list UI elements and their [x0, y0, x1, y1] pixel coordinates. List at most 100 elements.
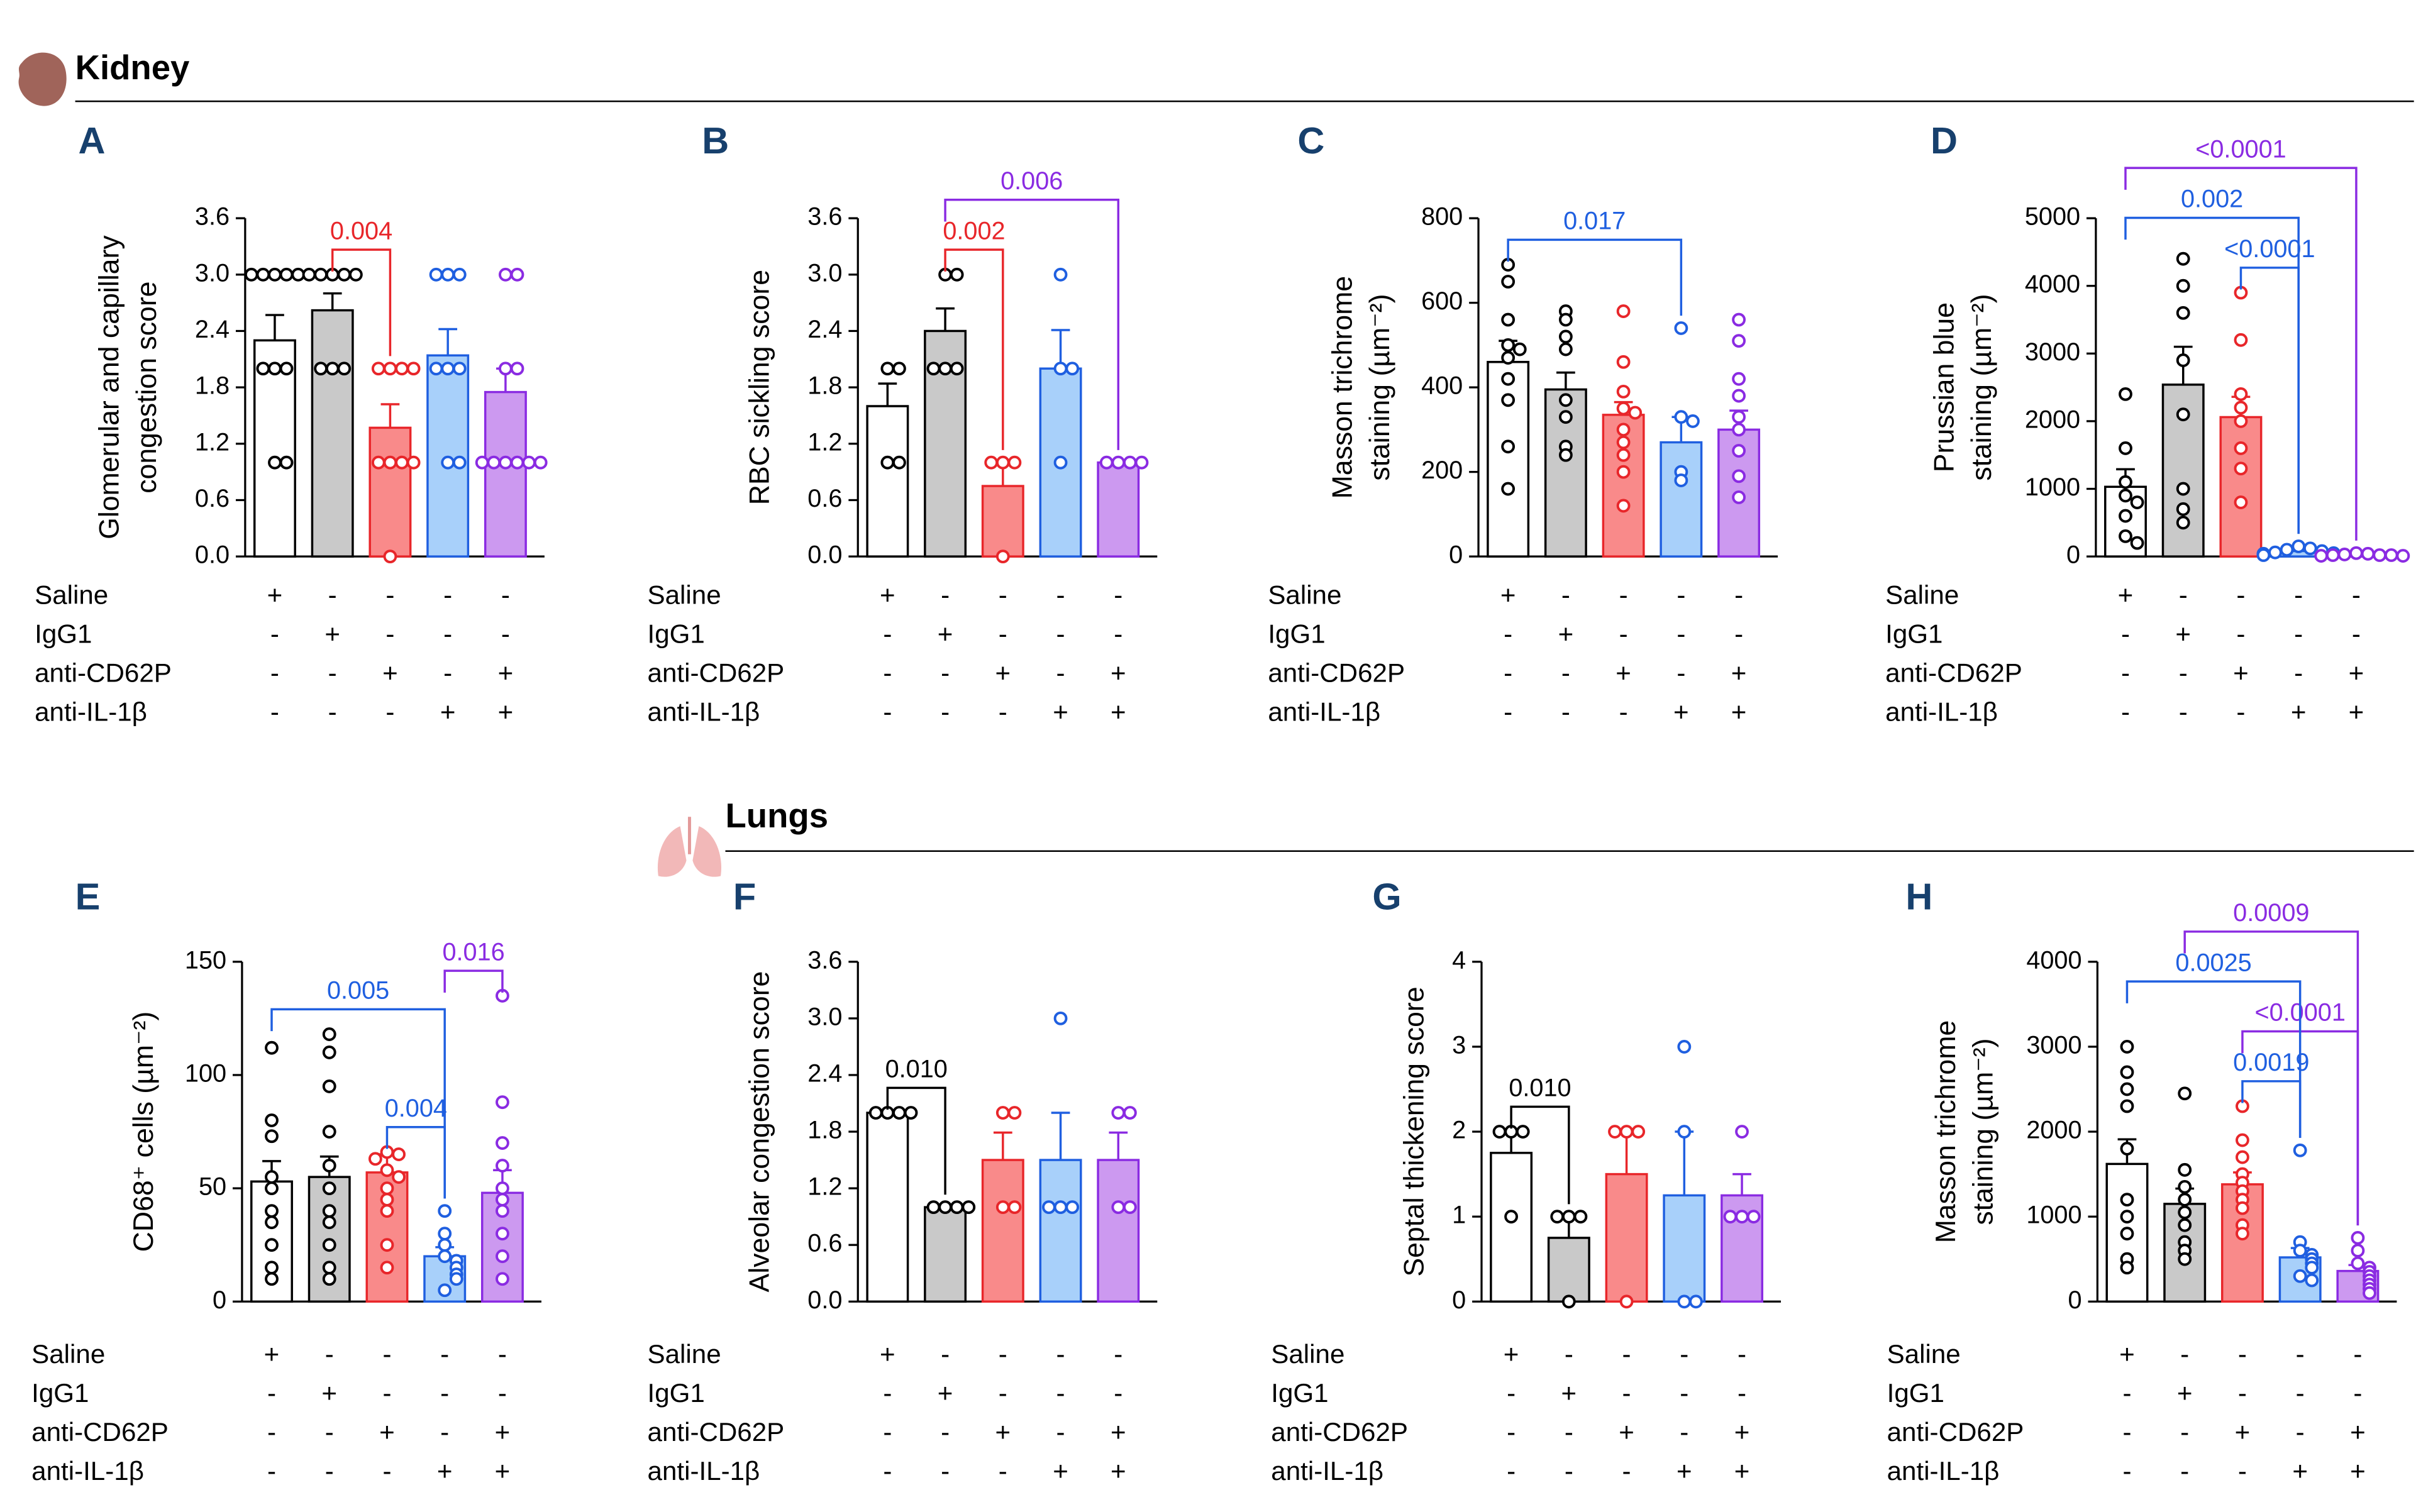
- treatment-sign: +: [1731, 697, 1747, 727]
- data-point: [1732, 312, 1746, 327]
- data-point: [880, 361, 895, 376]
- treatment-sign: -: [1056, 1378, 1065, 1408]
- data-point: [510, 455, 524, 470]
- treatment-sign: -: [2238, 1456, 2247, 1486]
- treatment-sign: -: [1056, 1417, 1065, 1447]
- data-point: [1053, 1011, 1068, 1025]
- data-point: [452, 267, 467, 282]
- significance-bracket: [2124, 216, 2300, 534]
- data-point: [1732, 389, 1746, 403]
- data-point: [1723, 1210, 1737, 1224]
- data-point: [322, 1204, 336, 1218]
- treatment-label: IgG1: [648, 1378, 705, 1408]
- treatment-label: Saline: [31, 1339, 105, 1369]
- treatment-sign: -: [999, 619, 1007, 649]
- data-point: [1619, 1125, 1634, 1139]
- treatment-sign: -: [328, 580, 337, 610]
- treatment-sign: -: [325, 1339, 334, 1369]
- treatment-sign: -: [2180, 1417, 2189, 1447]
- y-tick-label: 0: [213, 1286, 226, 1314]
- treatment-sign: -: [2236, 580, 2245, 610]
- data-point: [1501, 372, 1516, 386]
- data-point: [265, 1238, 279, 1252]
- data-point: [1616, 384, 1631, 399]
- p-value-label: 0.006: [1000, 167, 1063, 195]
- treatment-sign: +: [2233, 658, 2249, 688]
- p-value-label: 0.002: [943, 217, 1005, 245]
- data-point: [2120, 1193, 2134, 1207]
- data-point: [368, 1152, 382, 1166]
- y-tick-label: 1.8: [807, 372, 842, 400]
- treatment-sign: -: [2122, 1417, 2131, 1447]
- treatment-sign: +: [1734, 1456, 1750, 1486]
- data-point: [2293, 1269, 2307, 1283]
- treatment-sign: +: [2292, 1456, 2308, 1486]
- data-point: [1674, 321, 1688, 335]
- data-point: [1732, 334, 1746, 348]
- p-value-label: 0.0019: [2233, 1049, 2309, 1076]
- p-value-label: 0.0025: [2175, 949, 2251, 976]
- y-tick-label: 150: [185, 946, 226, 974]
- treatment-sign: -: [382, 1339, 391, 1369]
- data-point: [496, 1249, 509, 1264]
- data-point: [1492, 1125, 1507, 1139]
- significance-bracket: [944, 248, 1004, 450]
- treatment-sign: -: [1504, 658, 1512, 688]
- data-point: [322, 1159, 336, 1173]
- bar: [484, 390, 527, 558]
- data-point: [1558, 342, 1573, 356]
- bar: [1663, 1194, 1706, 1303]
- y-tick-label: 0: [1449, 541, 1463, 569]
- data-point: [496, 1272, 509, 1286]
- data-point: [1677, 1125, 1692, 1139]
- treatment-sign: -: [270, 619, 279, 649]
- treatment-sign: -: [2180, 1339, 2189, 1369]
- data-point: [984, 455, 999, 470]
- y-tick-label: 1.2: [807, 1173, 842, 1201]
- treatment-sign: -: [443, 619, 452, 649]
- treatment-sign: +: [938, 619, 953, 649]
- bar: [1097, 1159, 1140, 1303]
- data-point: [322, 1125, 336, 1139]
- y-tick-label: 50: [199, 1173, 226, 1201]
- data-point: [1122, 455, 1137, 470]
- treatment-sign: -: [328, 697, 337, 727]
- y-tick-label: 0.0: [195, 541, 230, 569]
- significance-bracket: [331, 248, 392, 356]
- treatment-sign: -: [1737, 1378, 1746, 1408]
- data-point: [322, 1215, 336, 1230]
- bar: [311, 309, 354, 558]
- treatment-label: anti-IL-1β: [648, 697, 760, 727]
- section-title: Kidney: [75, 48, 190, 87]
- data-point: [337, 361, 352, 376]
- treatment-label: Saline: [648, 1339, 721, 1369]
- data-point: [1573, 1210, 1588, 1224]
- data-point: [1677, 1039, 1692, 1054]
- data-point: [2176, 407, 2190, 422]
- data-point: [322, 1238, 336, 1252]
- treatment-sign: -: [498, 1339, 507, 1369]
- data-point: [2120, 1039, 2134, 1054]
- bar: [1487, 361, 1530, 558]
- data-point: [395, 455, 409, 470]
- data-point: [2130, 536, 2144, 550]
- treatment-sign: -: [1676, 580, 1685, 610]
- treatment-label: Saline: [1887, 1339, 1961, 1369]
- treatment-sign: -: [1676, 658, 1685, 688]
- treatment-sign: -: [2236, 619, 2245, 649]
- y-tick-label: 1000: [2026, 1201, 2081, 1229]
- bar: [1605, 1173, 1648, 1303]
- data-point: [1746, 1210, 1761, 1224]
- data-point: [892, 361, 906, 376]
- data-point: [1111, 1106, 1126, 1120]
- y-axis-label: staining (µm⁻²): [1966, 294, 1997, 481]
- y-tick-label: 0.6: [195, 485, 230, 512]
- data-point: [1558, 448, 1573, 462]
- treatment-sign: -: [1114, 580, 1122, 610]
- treatment-sign: -: [999, 580, 1007, 610]
- data-point: [1558, 312, 1573, 327]
- y-axis-label: staining (µm⁻²): [1365, 294, 1395, 481]
- data-point: [1616, 422, 1631, 437]
- data-point: [2373, 548, 2387, 562]
- treatment-sign: -: [999, 1378, 1007, 1408]
